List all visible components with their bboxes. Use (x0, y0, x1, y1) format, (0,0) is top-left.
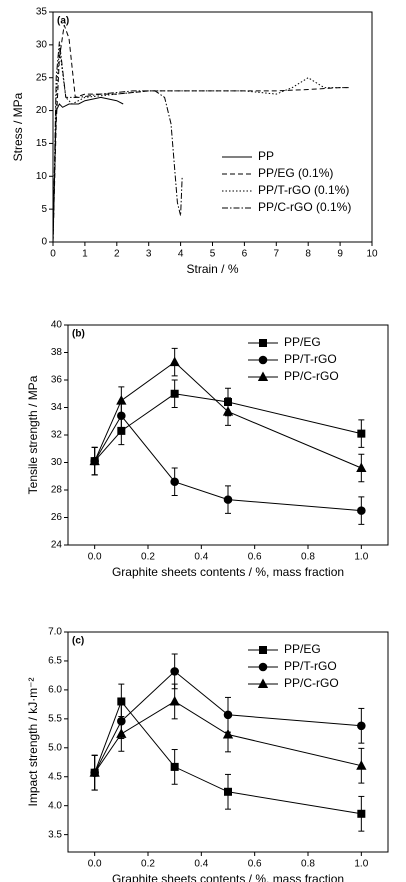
legend-label: PP (258, 149, 274, 163)
x-tick-label: 2 (114, 249, 120, 260)
y-tick-label: 30 (36, 39, 48, 50)
x-tick-label: 0.4 (194, 552, 208, 563)
y-tick-label: 20 (36, 105, 48, 116)
marker (116, 395, 127, 405)
marker (259, 646, 267, 654)
x-tick-label: 7 (274, 249, 280, 260)
marker (357, 506, 366, 515)
y-tick-label: 5.0 (48, 742, 62, 753)
x-axis-label: Strain / % (186, 262, 238, 276)
x-tick-label: 1.0 (354, 859, 368, 870)
panel-label: (c) (72, 636, 84, 647)
marker (259, 339, 267, 347)
marker (170, 667, 179, 676)
legend-label: PP/EG (284, 642, 321, 656)
panel-label: (b) (72, 329, 85, 340)
marker (357, 721, 366, 731)
y-tick-label: 15 (36, 138, 48, 149)
x-tick-label: 9 (337, 249, 343, 260)
x-tick-label: 0.0 (88, 859, 102, 870)
x-tick-label: 6 (242, 249, 248, 260)
y-tick-label: 4.0 (48, 800, 62, 811)
y-tick-label: 6.5 (48, 656, 62, 667)
y-tick-label: 7.0 (48, 627, 62, 638)
marker (356, 462, 367, 472)
x-tick-label: 0.8 (301, 552, 315, 563)
x-tick-label: 1 (82, 249, 88, 260)
y-tick-label: 10 (36, 171, 48, 182)
legend-label: PP/C-rGO (284, 369, 339, 383)
x-tick-label: 1.0 (354, 552, 368, 563)
x-tick-label: 4 (178, 249, 184, 260)
y-axis-label: Impact strength / kJ·m⁻² (26, 677, 40, 806)
y-tick-label: 0 (41, 237, 47, 248)
plot-frame (67, 631, 389, 853)
y-tick-label: 26 (51, 512, 63, 523)
x-tick-label: 0.6 (248, 859, 262, 870)
marker (169, 356, 180, 367)
marker (257, 678, 269, 688)
x-axis-label: Graphite sheets contents / %, mass fract… (112, 565, 344, 579)
marker (222, 728, 234, 739)
marker (116, 728, 127, 738)
x-tick-label: 5 (210, 249, 216, 260)
x-tick-label: 10 (366, 249, 378, 260)
y-tick-label: 4.5 (48, 771, 62, 782)
x-tick-label: 0 (50, 249, 56, 260)
y-tick-label: 32 (51, 430, 63, 441)
marker (258, 355, 268, 365)
marker (170, 477, 179, 487)
x-tick-label: 0.6 (248, 552, 262, 563)
marker (224, 787, 232, 796)
legend-label: PP/T-rGO (0.1%) (258, 183, 349, 197)
y-tick-label: 38 (51, 347, 63, 358)
legend-label: PP/T-rGO (284, 659, 337, 673)
marker (222, 406, 234, 416)
y-tick-label: 28 (51, 485, 63, 496)
x-tick-label: 0.0 (88, 552, 102, 563)
marker (356, 760, 367, 770)
y-tick-label: 3.5 (48, 829, 62, 840)
series-line (52, 96, 124, 243)
legend-label: PP/EG (0.1%) (258, 166, 333, 180)
y-tick-label: 5 (41, 204, 47, 215)
y-tick-label: 35 (36, 7, 48, 18)
marker (357, 429, 366, 438)
x-tick-label: 0.2 (141, 552, 155, 563)
y-tick-label: 6.0 (48, 685, 62, 696)
marker (357, 809, 366, 818)
y-axis-label: Tensile strength / MPa (26, 375, 40, 494)
y-axis-label: Stress / MPa (11, 92, 25, 161)
y-tick-label: 34 (51, 402, 63, 413)
marker (170, 762, 179, 771)
marker (169, 695, 180, 706)
marker (89, 767, 100, 777)
panel-label: (a) (57, 16, 69, 27)
x-tick-label: 3 (146, 249, 152, 260)
legend-label: PP/C-rGO (284, 676, 339, 690)
y-tick-label: 25 (36, 72, 48, 83)
x-tick-label: 0.4 (194, 859, 208, 870)
x-tick-label: 0.8 (301, 859, 315, 870)
x-tick-label: 0.2 (141, 859, 155, 870)
y-tick-label: 24 (51, 540, 63, 551)
series-line (52, 41, 183, 243)
x-axis-label: Graphite sheets contents / %, mass fract… (112, 872, 344, 882)
series-line (52, 48, 347, 243)
y-tick-label: 5.5 (48, 713, 62, 724)
y-tick-label: 36 (51, 375, 63, 386)
marker (170, 389, 179, 398)
marker (223, 495, 233, 504)
marker (258, 662, 268, 672)
marker (257, 371, 269, 381)
y-tick-label: 40 (51, 320, 63, 331)
legend-label: PP/T-rGO (284, 352, 337, 366)
legend-label: PP/C-rGO (0.1%) (258, 200, 351, 214)
marker (89, 455, 100, 466)
legend-label: PP/EG (284, 335, 321, 349)
y-tick-label: 30 (51, 457, 63, 468)
x-tick-label: 8 (305, 249, 311, 260)
